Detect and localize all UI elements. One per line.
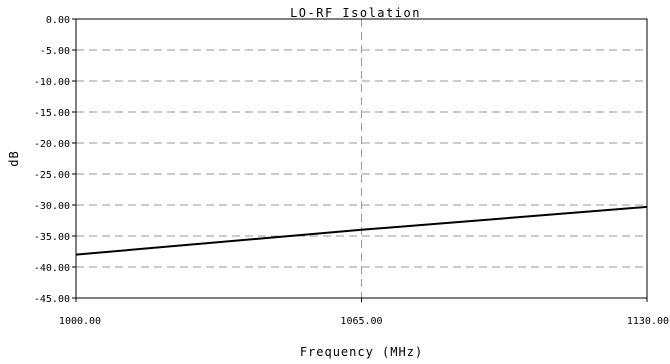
x-tick-label: 1130.00 xyxy=(627,316,669,327)
y-axis-ticks: 0.00 -5.00 -10.00 -15.00 -20.00 -25.00 -30.00 -… xyxy=(34,15,76,305)
y-tick-label: -15.00 xyxy=(34,108,70,119)
series-line-0 xyxy=(75,205,648,256)
chart-title: LO-RF Isolation xyxy=(290,6,421,20)
series-group xyxy=(75,205,648,256)
y-axis-title: dB xyxy=(7,150,21,166)
x-axis-ticks: 1000.00 1065.00 1130.00 xyxy=(59,298,669,327)
grid xyxy=(76,19,647,298)
x-tick-label: 1000.00 xyxy=(59,316,101,327)
y-tick-label: -5.00 xyxy=(40,46,70,57)
y-tick-label: -25.00 xyxy=(34,170,70,181)
x-tick-label: 1065.00 xyxy=(340,316,382,327)
y-tick-label: 0.00 xyxy=(46,15,70,26)
y-tick-label: -45.00 xyxy=(34,294,70,305)
y-tick-label: -40.00 xyxy=(34,263,70,274)
y-tick-label: -20.00 xyxy=(34,139,70,150)
y-tick-label: -35.00 xyxy=(34,232,70,243)
y-tick-label: -10.00 xyxy=(34,77,70,88)
x-axis-title: Frequency (MHz) xyxy=(300,345,423,359)
y-tick-label: -30.00 xyxy=(34,201,70,212)
